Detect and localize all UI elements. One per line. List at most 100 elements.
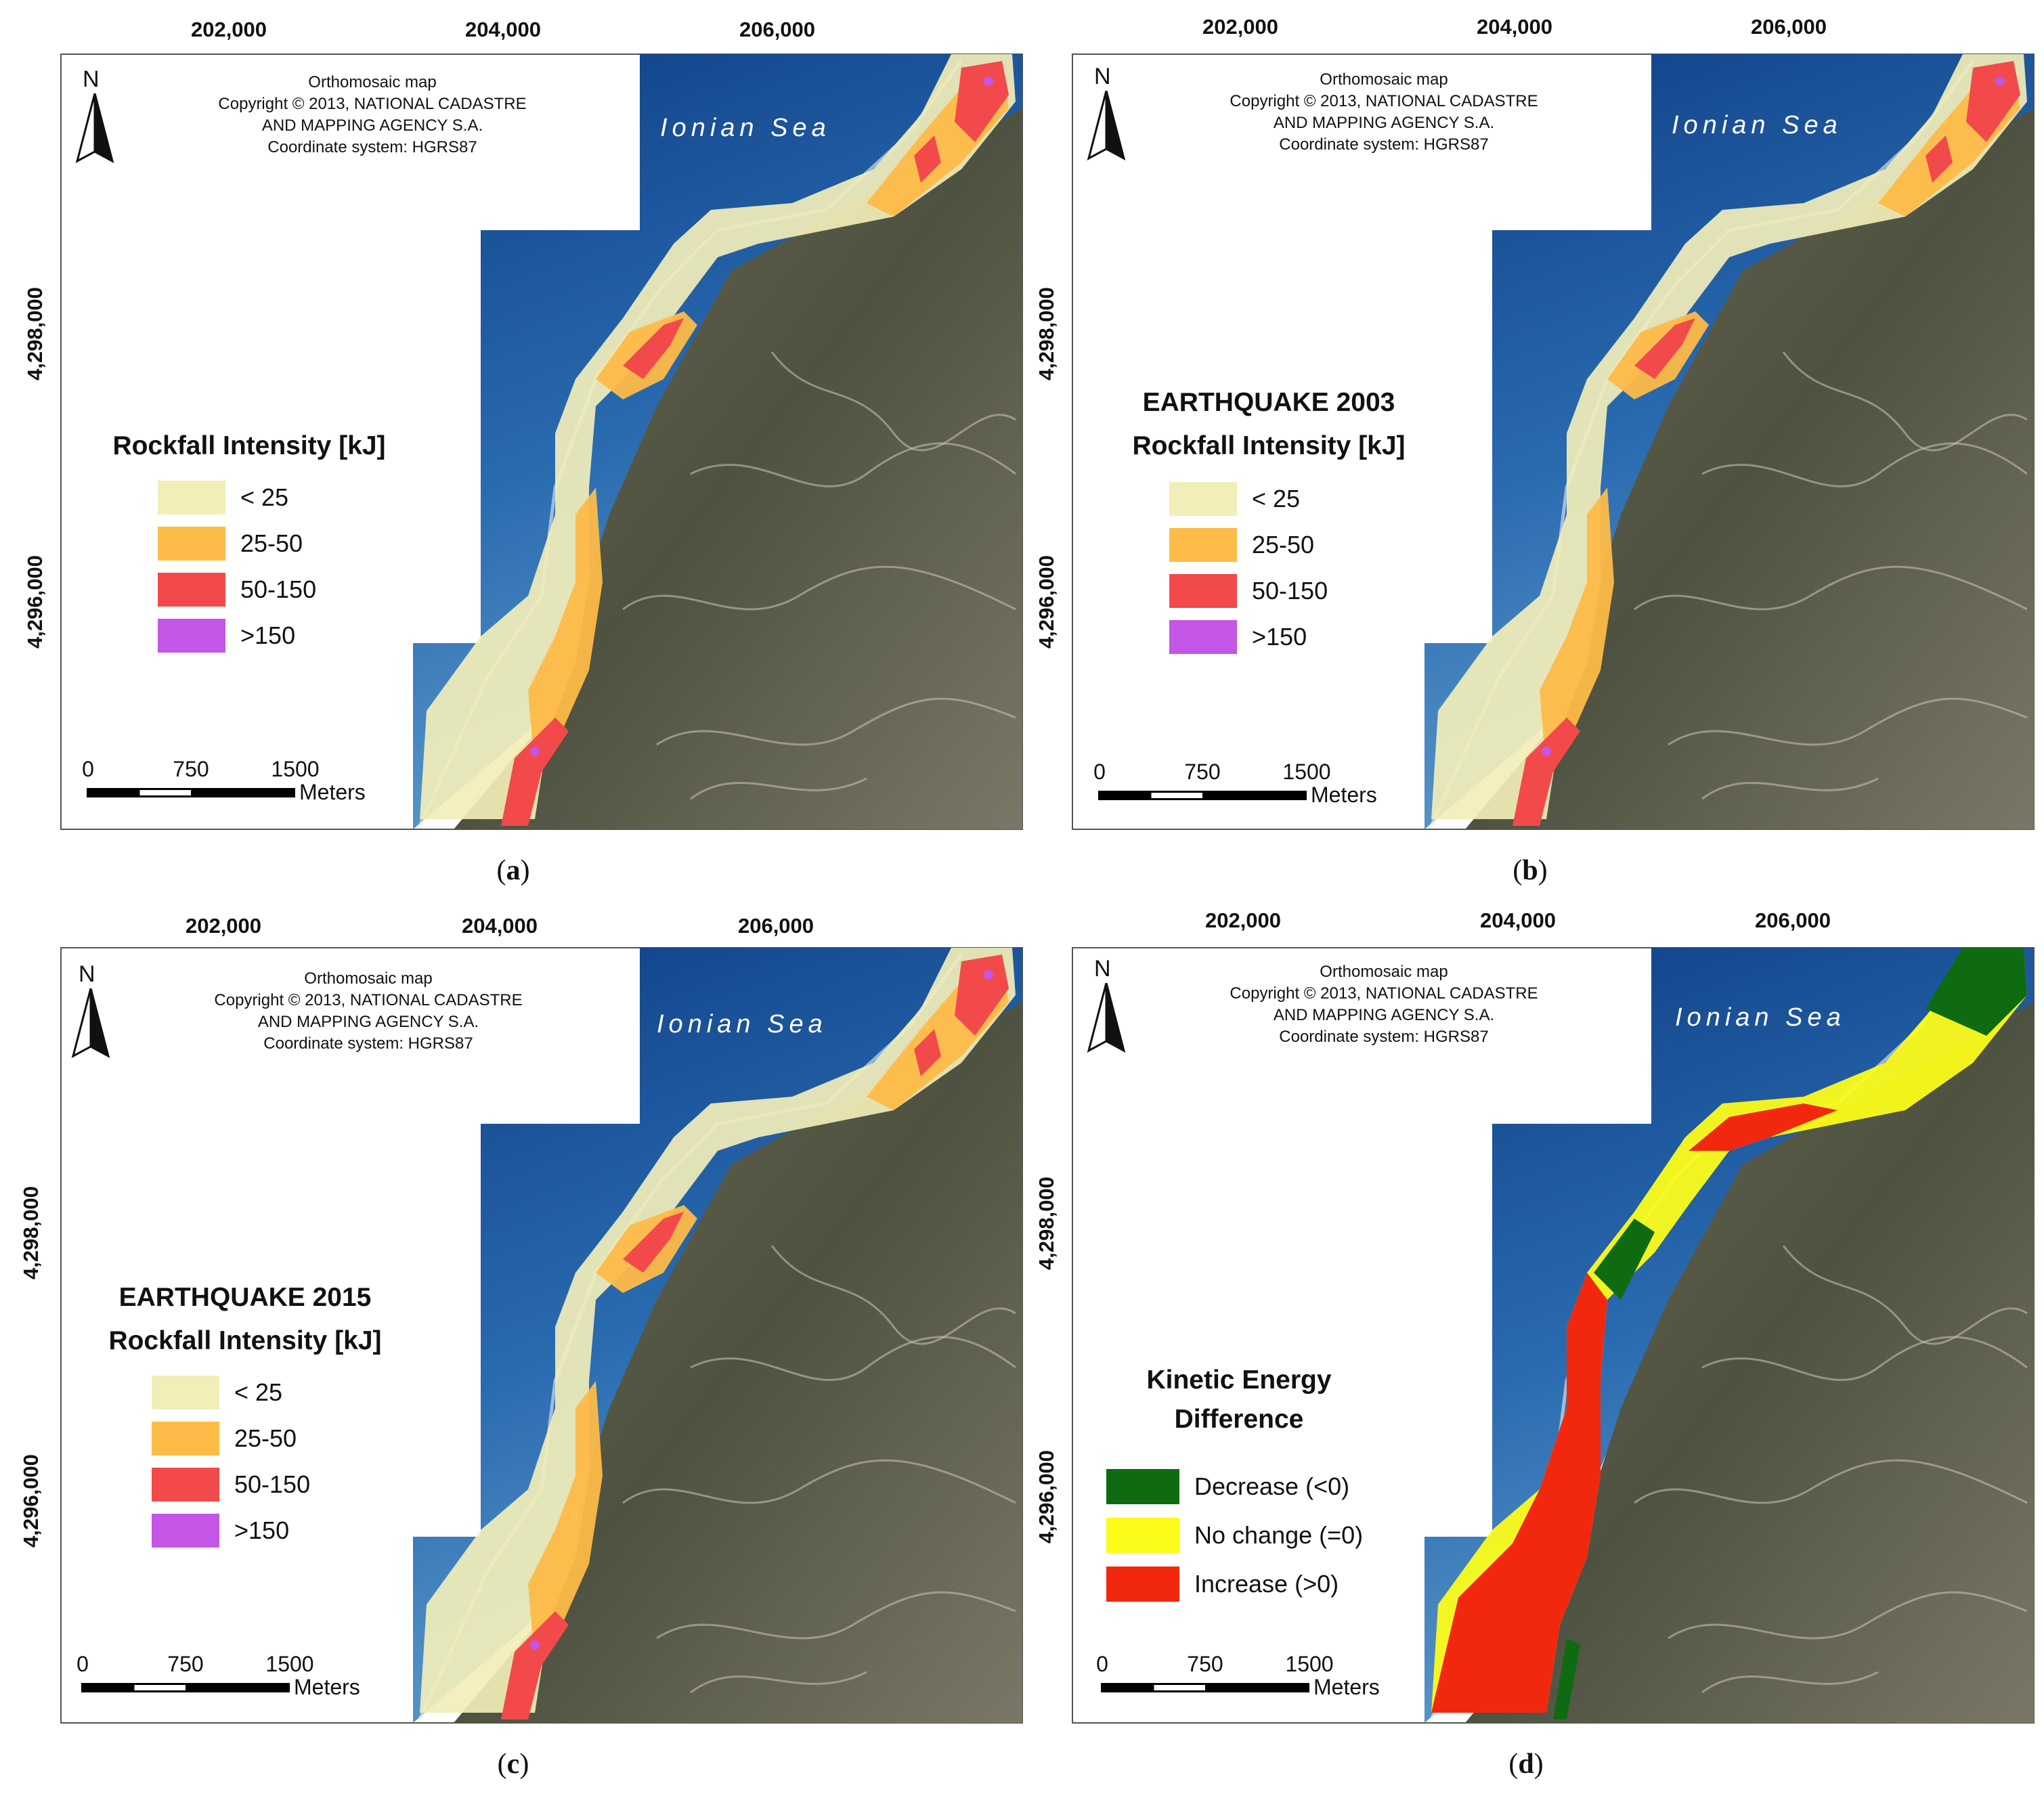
map-frame (60, 53, 1023, 830)
legend-scenario: EARTHQUAKE 2015 (118, 1283, 372, 1312)
north-arrow-icon: N (1086, 956, 1127, 1055)
legend-item: >150 (1169, 620, 1307, 654)
sea-label: Ionian Sea (657, 1010, 827, 1038)
legend-item: Increase (>0) (1106, 1567, 1339, 1602)
x-tick-label: 202,000 (1202, 15, 1279, 39)
legend-swatch (152, 1376, 219, 1409)
map-credit: Orthomosaic map Copyright © 2013, NATION… (1230, 69, 1538, 156)
scale-tick-label: 0 (1096, 1652, 1108, 1676)
sea-label: Ionian Sea (1675, 1003, 1846, 1032)
x-tick-label: 206,000 (1750, 15, 1827, 39)
y-tick-label: 4,298,000 (1035, 1177, 1058, 1270)
legend-label: 25-50 (1252, 531, 1315, 558)
y-tick-label: 4,298,000 (19, 1186, 43, 1279)
scale-bar: 0 750 1500 Meters (1093, 760, 1383, 814)
panel-caption: (a) (496, 855, 530, 886)
scale-unit: Meters (294, 1675, 360, 1699)
legend-label: 50-150 (234, 1470, 311, 1498)
legend-swatch (158, 481, 225, 514)
legend-item: Decrease (<0) (1106, 1469, 1349, 1504)
legend-label: < 25 (240, 483, 289, 511)
legend-swatch (152, 1468, 219, 1502)
scale-bar-graphic (1101, 1683, 1309, 1692)
legend-item: 25-50 (158, 527, 303, 561)
scale-tick-label: 750 (173, 757, 209, 781)
legend-title: Kinetic Energy Difference (1146, 1365, 1332, 1434)
legend-label: 25-50 (234, 1424, 297, 1452)
panel-b-overlays: 202,000 204,000 206,000 4,298,000 4,296,… (1025, 0, 2044, 886)
legend-swatch (152, 1422, 219, 1455)
x-tick-label: 202,000 (190, 18, 267, 41)
panel-c-overlays: 202,000 204,000 206,000 4,298,000 4,296,… (14, 894, 1037, 1780)
scale-bar: 0 750 1500 Meters (1096, 1652, 1385, 1706)
scale-tick-label: 0 (82, 757, 94, 781)
map-panel-c (14, 894, 1037, 1777)
sea-label: Ionian Sea (1672, 111, 1842, 139)
legend-item: 50-150 (158, 573, 316, 607)
x-tick-label: 202,000 (1204, 908, 1282, 932)
credit-line: Coordinate system: HGRS87 (267, 138, 477, 156)
map-panel-a (14, 0, 1037, 883)
north-arrow-icon: N (1086, 64, 1127, 162)
legend-label: Decrease (<0) (1194, 1472, 1350, 1500)
credit-line: Orthomosaic map (1320, 70, 1448, 89)
legend-label: 50-150 (240, 575, 317, 603)
credit-line: Copyright © 2013, NATIONAL CADASTRE (1230, 92, 1538, 110)
legend-title: Rockfall Intensity [kJ] (1132, 431, 1406, 460)
scale-unit: Meters (1313, 1675, 1380, 1699)
legend-swatch (1169, 620, 1237, 654)
credit-line: AND MAPPING AGENCY S.A. (257, 1013, 479, 1031)
scale-tick-label: 750 (167, 1652, 204, 1676)
legend-item: 25-50 (152, 1422, 297, 1455)
credit-line: Orthomosaic map (304, 969, 433, 988)
legend-item: 25-50 (1169, 528, 1314, 562)
legend-item: 50-150 (152, 1468, 310, 1502)
legend-swatch (158, 573, 225, 607)
legend-swatch (1169, 482, 1237, 516)
map-panel-b (1025, 0, 2044, 883)
y-tick-label: 4,298,000 (1035, 287, 1058, 380)
scale-tick-label: 750 (1187, 1652, 1223, 1676)
x-tick-label: 206,000 (1754, 908, 1831, 932)
legend-label: >150 (240, 621, 296, 649)
north-arrow-icon: N (74, 66, 115, 165)
legend-item: 50-150 (1169, 574, 1328, 608)
scale-tick-label: 1500 (271, 757, 320, 781)
credit-line: AND MAPPING AGENCY S.A. (1273, 114, 1495, 132)
scale-bar-graphic (81, 1683, 290, 1692)
credit-line: Orthomosaic map (1320, 963, 1448, 981)
y-tick-label: 4,298,000 (23, 287, 47, 380)
scale-unit: Meters (1311, 783, 1377, 807)
map-frame (1072, 53, 2035, 830)
legend-swatch (152, 1514, 219, 1548)
scale-tick-label: 1500 (265, 1652, 314, 1676)
legend-item: >150 (152, 1514, 289, 1548)
y-tick-label: 4,296,000 (19, 1454, 43, 1548)
y-tick-label: 4,296,000 (1035, 1450, 1058, 1543)
legend-swatch (1169, 528, 1237, 562)
legend-swatch (158, 619, 225, 653)
scale-tick-label: 1500 (1285, 1652, 1334, 1676)
credit-line: Coordinate system: HGRS87 (1279, 1028, 1489, 1046)
credit-line: Copyright © 2013, NATIONAL CADASTRE (214, 991, 523, 1009)
x-tick-label: 202,000 (185, 914, 262, 938)
map-credit: Orthomosaic map Copyright © 2013, NATION… (1230, 961, 1538, 1048)
credit-line: AND MAPPING AGENCY S.A. (261, 116, 483, 135)
credit-line: Coordinate system: HGRS87 (263, 1034, 473, 1053)
panel-caption: (c) (497, 1749, 529, 1780)
legend-label: >150 (1252, 623, 1307, 651)
credit-line: Coordinate system: HGRS87 (1279, 135, 1489, 154)
panel-d-overlays: 202,000 204,000 206,000 4,298,000 4,296,… (1025, 894, 2044, 1780)
map-credit: Orthomosaic map Copyright © 2013, NATION… (218, 72, 526, 158)
legend-scenario: EARTHQUAKE 2003 (1142, 388, 1395, 417)
legend-swatch (158, 527, 225, 561)
legend-swatch (1106, 1518, 1179, 1553)
legend-swatch (1169, 574, 1237, 608)
map-credit: Orthomosaic map Copyright © 2013, NATION… (214, 968, 522, 1055)
legend-swatch (1106, 1567, 1179, 1602)
legend-label: 25-50 (240, 529, 303, 557)
scale-tick-label: 0 (1093, 760, 1106, 784)
y-tick-label: 4,296,000 (1035, 555, 1058, 649)
legend-label: Increase (>0) (1194, 1570, 1339, 1598)
map-frame (60, 947, 1023, 1724)
